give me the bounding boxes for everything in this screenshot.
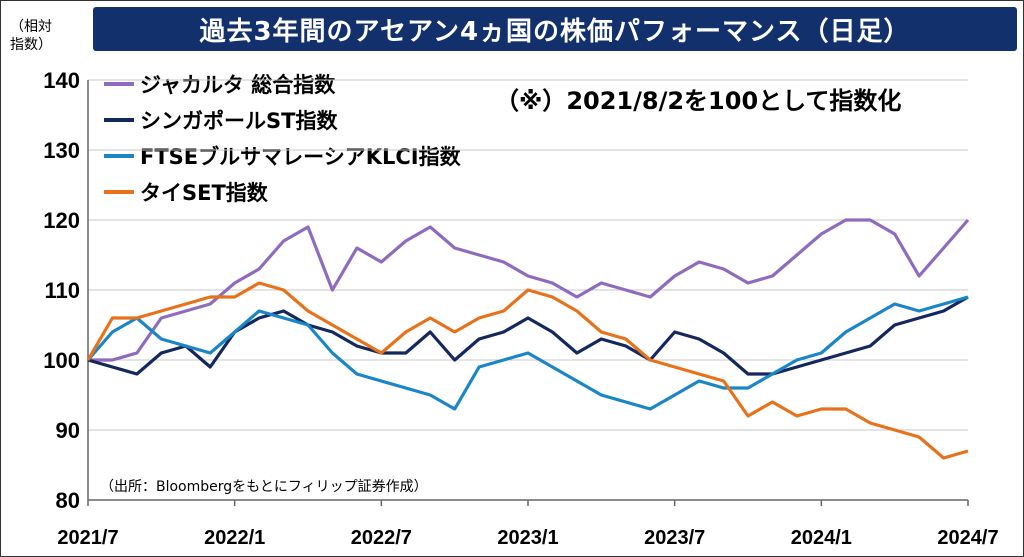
legend-swatch xyxy=(104,190,134,194)
x-tick-label: 2024/7 xyxy=(937,527,998,549)
chart-title: 過去3年間のアセアン4ヵ国の株価パフォーマンス（日足） xyxy=(93,7,1017,51)
x-tick-label: 2023/1 xyxy=(497,527,558,549)
legend-item-3: タイSET指数 xyxy=(104,174,461,210)
x-tick-label: 2023/7 xyxy=(644,527,705,549)
y-tick-label: 80 xyxy=(56,488,80,513)
y-tick-label: 100 xyxy=(43,348,80,373)
x-tick-label: 2024/1 xyxy=(791,527,852,549)
source-note: （出所：Bloombergをもとにフィリップ証券作成） xyxy=(100,479,428,495)
series-line-0 xyxy=(88,218,970,362)
legend-swatch xyxy=(104,82,134,86)
y-unit-label-line2: 指数） xyxy=(10,37,52,53)
y-unit-label-line1: （相対 xyxy=(10,19,52,35)
legend-item-2: FTSEブルサマレーシアKLCI指数 xyxy=(104,138,461,174)
x-tick-label: 2022/7 xyxy=(351,527,412,549)
legend-swatch xyxy=(104,118,134,122)
legend-swatch xyxy=(104,154,134,158)
y-unit-label: （相対 指数） xyxy=(10,18,52,54)
y-tick-label: 120 xyxy=(43,208,80,233)
legend-label: シンガポールST指数 xyxy=(140,109,338,133)
legend-item-0: ジャカルタ 総合指数 xyxy=(104,66,461,102)
series-line-3 xyxy=(86,281,969,460)
y-tick-label: 130 xyxy=(43,138,80,163)
x-tick-label: 2022/1 xyxy=(204,527,265,549)
x-tick-label: 2021/7 xyxy=(57,527,118,549)
series-line-2 xyxy=(86,295,969,411)
index-note: （※）2021/8/2を100として指数化 xyxy=(495,87,902,115)
y-tick-label: 90 xyxy=(56,418,80,443)
legend-item-1: シンガポールST指数 xyxy=(104,102,461,138)
legend-label: FTSEブルサマレーシアKLCI指数 xyxy=(140,145,461,169)
y-tick-label: 110 xyxy=(45,278,81,303)
legend-label: ジャカルタ 総合指数 xyxy=(140,73,336,97)
y-tick-label: 140 xyxy=(43,68,80,93)
series-line-1 xyxy=(87,295,969,376)
chart-legend: ジャカルタ 総合指数 シンガポールST指数 FTSEブルサマレーシアKLCI指数 タイ… xyxy=(104,66,461,210)
legend-label: タイSET指数 xyxy=(140,181,268,205)
